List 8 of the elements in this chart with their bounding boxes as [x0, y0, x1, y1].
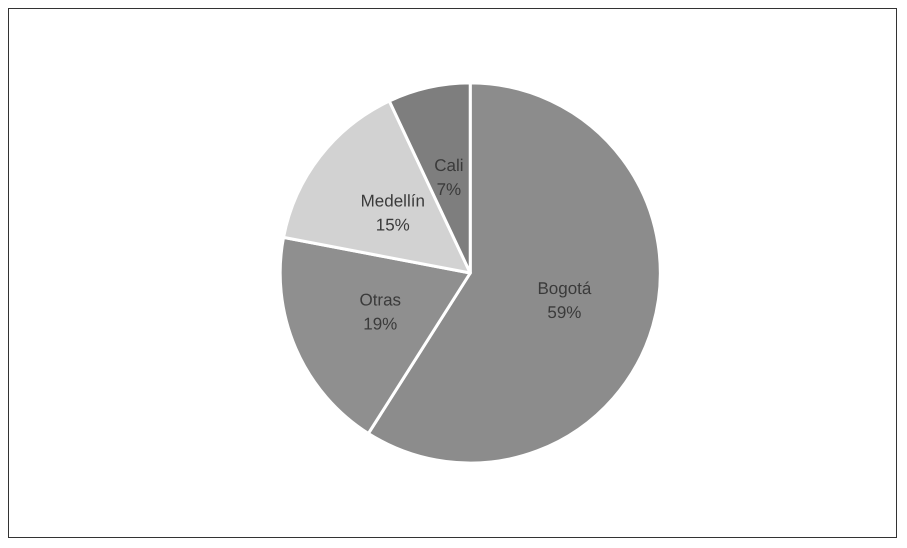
slice-label: Cali: [434, 156, 464, 175]
slice-label: Otras: [359, 290, 402, 310]
slice-label: Medellín: [360, 191, 425, 210]
data-label: 15%: [376, 215, 410, 234]
data-label: 7%: [436, 180, 462, 199]
slice-label: Bogotá: [537, 278, 592, 298]
data-label: 59%: [547, 302, 582, 322]
data-label: 19%: [363, 314, 398, 334]
